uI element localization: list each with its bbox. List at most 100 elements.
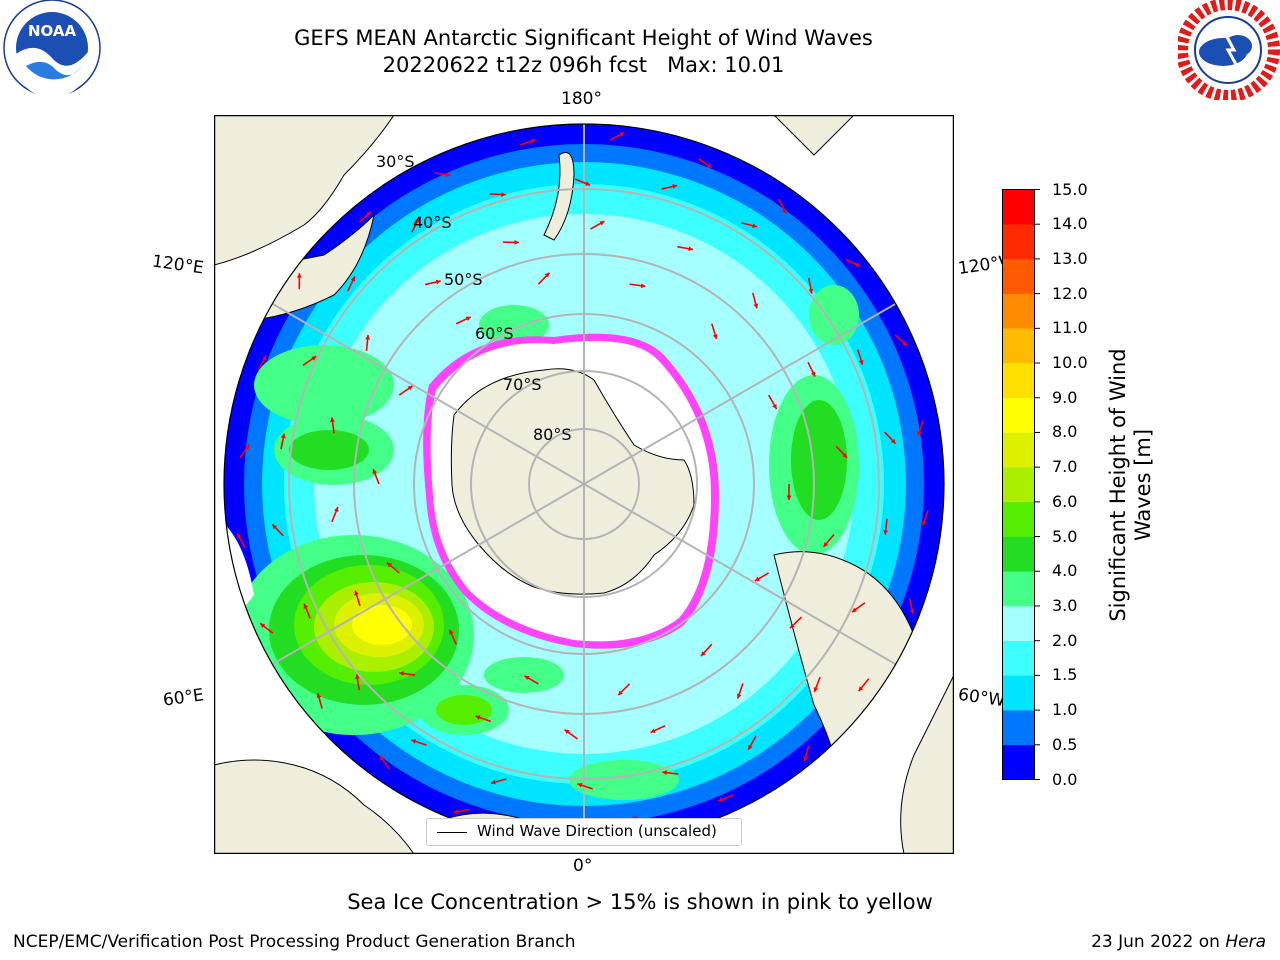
colorbar-tick-label: 10.0 <box>1052 353 1088 373</box>
lat-label-60s: 60°S <box>475 324 514 343</box>
colorbar-segment <box>1002 571 1035 607</box>
wave-direction-arrowhead <box>334 507 339 513</box>
colorbar-tick-label: 4.0 <box>1052 561 1078 581</box>
wave-direction-arrowhead <box>618 690 624 696</box>
wave-direction-arrowhead <box>379 755 385 761</box>
wave-direction-arrowhead <box>700 651 706 657</box>
wave-direction-arrowhead <box>530 138 536 144</box>
wave-direction-arrowhead <box>475 715 481 720</box>
wave-direction-arrowhead <box>514 239 519 245</box>
wave-direction-arrowhead <box>350 276 356 282</box>
wave-direction-arrowhead <box>890 438 896 444</box>
colorbar-tick-label: 13.0 <box>1052 248 1088 268</box>
wave-direction-arrowhead <box>372 469 378 475</box>
wave-direction-arrowhead <box>355 674 360 680</box>
colorbar-segment <box>1002 432 1035 468</box>
wave-direction-arrowhead <box>752 223 758 229</box>
wave-direction-arrowhead <box>414 217 420 223</box>
lat-label-50s: 50°S <box>444 270 483 289</box>
wave-direction-arrowhead <box>718 797 724 802</box>
wave-direction-arrowhead <box>851 607 857 613</box>
footer-host: Hera <box>1225 932 1266 952</box>
map-panel <box>214 115 954 854</box>
colorbar-tick-label: 5.0 <box>1052 526 1078 546</box>
wave-direction-arrowhead <box>921 520 927 526</box>
colorbar-tick-label: 9.0 <box>1052 387 1078 407</box>
land-corners <box>214 115 954 854</box>
colorbar-tick-label: 0.0 <box>1052 769 1078 789</box>
wave-direction-arrowhead <box>772 403 777 409</box>
wind-wave-arrows <box>236 131 929 833</box>
lon-label-180: 180° <box>561 89 602 109</box>
wave-direction-arrowhead <box>858 686 864 692</box>
colorbar-tick-label: 12.0 <box>1052 283 1088 303</box>
wave-direction-arrowhead <box>330 417 335 423</box>
colorbar-segment <box>1002 605 1035 641</box>
colorbar-segment <box>1002 363 1035 399</box>
colorbar-label: Significant Height of Wind Waves [m] <box>1106 348 1156 621</box>
legend-label: Wind Wave Direction (unscaled) <box>477 822 717 840</box>
wave-direction-arrowhead <box>490 779 496 785</box>
wave-direction-arrowhead <box>303 603 309 609</box>
wave-direction-arrowhead <box>706 163 712 168</box>
colorbar-tick-label: 0.5 <box>1052 734 1078 754</box>
wave-direction-arrowhead <box>712 334 718 340</box>
wave-direction-arrowhead <box>662 770 667 776</box>
lat-label-40s: 40°S <box>413 213 452 232</box>
wave-direction-arrowhead <box>399 671 404 676</box>
wave-direction-arrowhead <box>650 728 656 733</box>
colorbar-segment <box>1002 710 1035 746</box>
chart-title: GEFS MEAN Antarctic Significant Height o… <box>294 26 873 50</box>
wave-direction-arrowhead <box>465 316 471 322</box>
colorbar-tick-label: 2.0 <box>1052 630 1078 650</box>
wave-direction-arrowhead <box>813 687 819 693</box>
colorbar-tick-label: 8.0 <box>1052 422 1078 442</box>
colorbar-tick-label: 11.0 <box>1052 318 1088 338</box>
wave-direction-arrowhead <box>858 359 864 365</box>
wave-direction-arrowhead <box>366 211 372 217</box>
wave-direction-arrowhead <box>782 208 787 214</box>
wave-direction-arrowhead <box>524 675 530 681</box>
wave-direction-arrowhead <box>407 385 413 391</box>
lat-label-30s: 30°S <box>376 152 415 171</box>
wave-direction-arrowhead <box>823 541 829 547</box>
colorbar-tick-label: 7.0 <box>1052 457 1078 477</box>
wave-direction-arrowhead <box>445 172 451 178</box>
lon-label-60w: 60°W <box>956 684 1007 712</box>
wave-direction-arrowhead <box>311 356 317 361</box>
legend: Wind Wave Direction (unscaled) <box>426 818 742 846</box>
wave-direction-arrowhead <box>435 279 441 285</box>
wave-direction-arrowhead <box>672 184 678 189</box>
wave-direction-arrowhead <box>917 430 922 436</box>
wave-direction-arrowhead <box>260 623 266 629</box>
wave-direction-arrowhead <box>883 530 889 535</box>
colorbar-tick-label: 3.0 <box>1052 595 1078 615</box>
wave-direction-arrowhead <box>262 355 267 361</box>
colorbar-segment <box>1002 397 1035 433</box>
colorbar-label-line2: Waves [m] <box>1131 428 1155 542</box>
wave-direction-arrowhead <box>354 590 359 596</box>
wave-direction-arrowhead <box>640 283 646 289</box>
colorbar <box>1002 189 1040 780</box>
colorbar-segment <box>1002 744 1035 780</box>
wave-direction-arrowhead <box>803 756 808 762</box>
footer-date-text: 23 Jun 2022 on <box>1091 932 1226 952</box>
wave-direction-arrowhead <box>272 524 278 530</box>
lat-label-80s: 80°S <box>533 425 572 444</box>
lon-label-60e: 60°E <box>161 685 206 711</box>
colorbar-tick-label: 15.0 <box>1052 179 1088 199</box>
wave-direction-arrowhead <box>789 623 795 629</box>
wave-direction-arrowhead <box>909 609 915 615</box>
wave-direction-arrowhead <box>387 562 392 568</box>
colorbar-segment <box>1002 224 1035 260</box>
noaa-logo: NOAA <box>3 0 101 98</box>
wave-direction-arrowhead <box>688 246 694 252</box>
noaa-logo-text: NOAA <box>28 22 77 40</box>
wave-direction-arrowhead <box>902 340 907 346</box>
wave-direction-arrowhead <box>365 334 371 340</box>
lon-label-120e: 120°E <box>150 251 205 279</box>
wave-direction-arrowhead <box>501 192 506 197</box>
colorbar-segment <box>1002 640 1035 676</box>
map-frame <box>214 115 954 854</box>
colorbar-tick-label: 1.0 <box>1052 700 1078 720</box>
